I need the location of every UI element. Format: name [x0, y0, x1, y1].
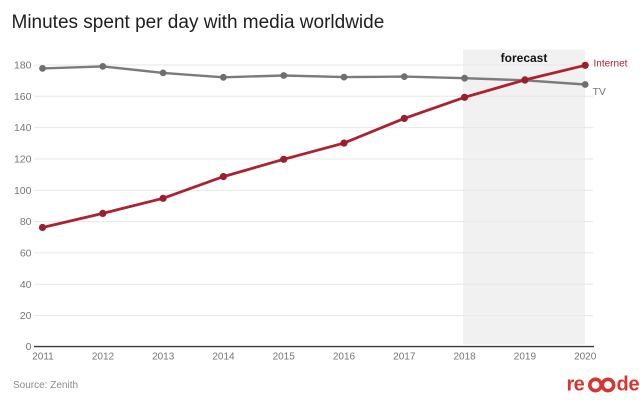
svg-text:2018: 2018: [453, 352, 476, 363]
svg-text:100: 100: [14, 185, 32, 197]
svg-text:2020: 2020: [574, 352, 597, 363]
svg-text:2011: 2011: [32, 352, 54, 363]
svg-text:2015: 2015: [273, 352, 296, 363]
svg-text:2013: 2013: [152, 352, 175, 363]
svg-text:60: 60: [20, 247, 32, 259]
svg-text:20: 20: [20, 310, 32, 322]
svg-text:120: 120: [14, 154, 32, 166]
svg-text:140: 140: [14, 122, 32, 134]
svg-text:2012: 2012: [92, 352, 115, 363]
svg-text:160: 160: [14, 91, 32, 103]
svg-text:Minutes spent per day with med: Minutes spent per day with media worldwi…: [12, 12, 385, 33]
svg-text:forecast: forecast: [501, 51, 548, 65]
svg-text:TV: TV: [593, 86, 606, 98]
svg-text:Source: Zenith: Source: Zenith: [13, 380, 78, 391]
svg-text:180: 180: [14, 60, 32, 72]
svg-text:80: 80: [20, 216, 32, 228]
svg-text:re: re: [567, 374, 585, 396]
svg-text:de: de: [617, 374, 640, 396]
svg-text:2014: 2014: [212, 352, 235, 363]
svg-text:2019: 2019: [514, 352, 537, 363]
svg-text:0: 0: [26, 341, 32, 353]
svg-text:40: 40: [20, 279, 32, 291]
svg-text:2016: 2016: [333, 352, 356, 363]
svg-text:Internet: Internet: [594, 59, 628, 70]
svg-text:2017: 2017: [393, 352, 416, 363]
